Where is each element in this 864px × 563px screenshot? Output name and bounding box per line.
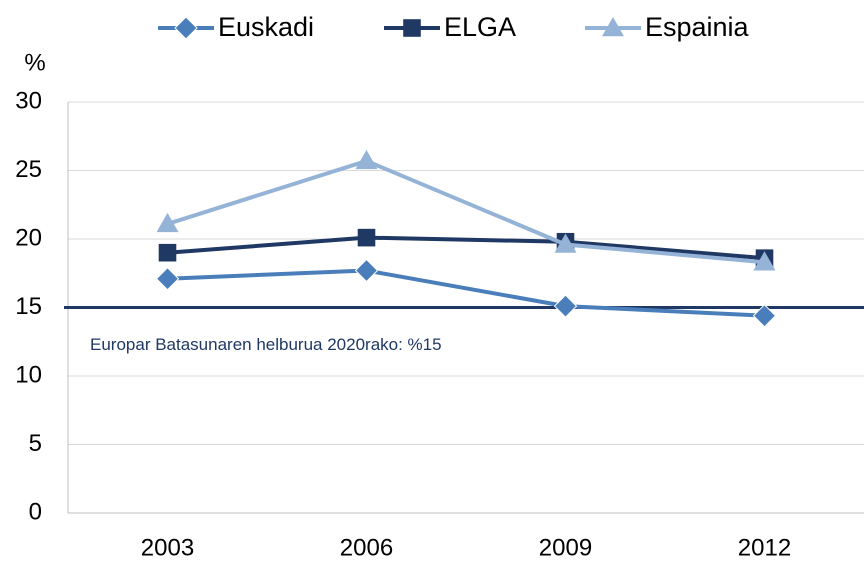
legend-label: Espainia <box>645 12 750 42</box>
data-point <box>355 149 378 170</box>
y-tick-label: 10 <box>15 361 42 388</box>
legend-marker <box>602 17 624 37</box>
y-axis-label: % <box>24 49 45 76</box>
series-line <box>167 268 765 318</box>
series-line <box>167 235 765 261</box>
data-point <box>753 251 776 271</box>
data-point <box>752 304 777 328</box>
reference-label: Europar Batasunaren helburua 2020rako: %… <box>90 335 442 354</box>
data-point <box>553 294 578 318</box>
data-point <box>155 267 180 291</box>
y-tick-label: 20 <box>15 224 42 251</box>
y-tick-label: 15 <box>15 293 42 320</box>
x-tick-label: 2003 <box>141 534 194 561</box>
data-point <box>156 212 179 233</box>
y-tick-label: 0 <box>29 498 42 525</box>
y-tick-label: 5 <box>29 430 42 457</box>
x-tick-label: 2006 <box>340 534 393 561</box>
legend-label: ELGA <box>444 12 516 42</box>
data-point <box>158 243 177 262</box>
y-tick-label: 30 <box>15 87 42 114</box>
series-line <box>166 158 765 265</box>
legend-marker <box>403 19 421 37</box>
data-point <box>554 233 577 253</box>
data-point <box>354 258 379 283</box>
x-tick-label: 2012 <box>738 534 791 561</box>
y-tick-label: 25 <box>15 156 42 183</box>
x-tick-label: 2009 <box>539 534 592 561</box>
legend-marker <box>174 16 198 40</box>
data-point <box>357 228 376 247</box>
legend-label: Euskadi <box>218 12 314 42</box>
